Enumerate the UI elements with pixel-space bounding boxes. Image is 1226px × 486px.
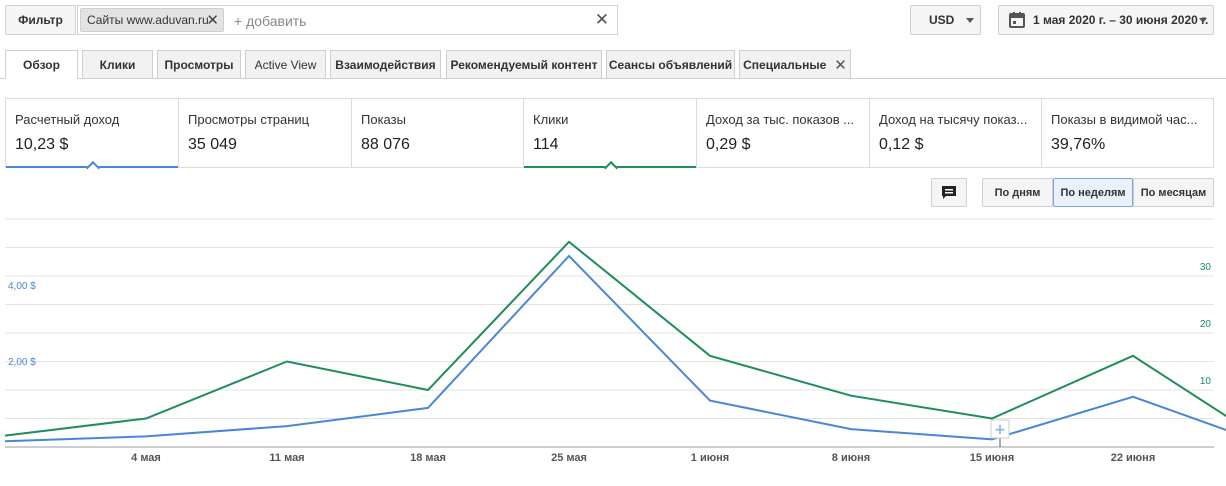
metric-label: Клики — [533, 112, 569, 127]
close-icon[interactable]: ✕ — [834, 56, 847, 74]
currency-value: USD — [929, 13, 955, 27]
tab-label: Рекомендуемый контент — [450, 57, 598, 72]
chart-series — [4, 240, 1226, 443]
metric-label: Показы в видимой час... — [1051, 112, 1198, 127]
tab-views[interactable]: Просмотры — [157, 50, 241, 78]
tab-label: Обзор — [23, 58, 60, 72]
metric-page-rpm[interactable]: Доход за тыс. показов ... 0,29 $ — [697, 99, 870, 167]
tab-custom[interactable]: Специальные ✕ — [739, 50, 851, 78]
selected-notch — [85, 160, 101, 176]
metric-active-view-viewable[interactable]: Показы в видимой час... 39,76% — [1042, 99, 1213, 167]
x-tick-label: 1 июня — [691, 452, 729, 464]
plus-icon: + — [994, 422, 1006, 438]
y-left-tick-label: 4,00 $ — [8, 281, 36, 292]
x-tick-label: 18 мая — [410, 452, 446, 464]
filter-chip[interactable]: Сайты www.aduvan.ru ✕ — [80, 8, 224, 32]
tab-label: Сеансы объявлений — [608, 57, 733, 72]
metric-value: 88 076 — [361, 136, 410, 153]
date-range-label: 1 мая 2020 г. – 30 июня 2020 г. — [1033, 13, 1209, 27]
annotations-button[interactable] — [931, 178, 967, 207]
x-tick-label: 15 июня — [970, 452, 1015, 464]
x-tick-label: 25 мая — [551, 452, 587, 464]
y-left-tick-label: 6,00 $ — [8, 215, 36, 216]
currency-select[interactable]: USD — [910, 5, 981, 35]
x-axis: 4 мая 11 мая 18 мая 25 мая 1 июня 8 июня 15 ию… — [131, 452, 1155, 464]
y-axis-right: 10 20 30 40 — [1200, 215, 1212, 387]
metric-page-views[interactable]: Просмотры страниц 35 049 — [179, 99, 352, 167]
series-line-2 — [4, 240, 1226, 437]
metric-value: 0,12 $ — [879, 136, 924, 153]
metric-value: 39,76% — [1051, 136, 1106, 153]
x-tick-label: 4 мая — [131, 452, 161, 464]
metric-value: 0,29 $ — [706, 136, 751, 153]
metric-value: 35 049 — [188, 136, 237, 153]
metrics-scorecard: Расчетный доход 10,23 $ Просмотры страни… — [5, 98, 1214, 176]
metric-value: 114 — [533, 136, 559, 153]
metric-label: Показы — [361, 112, 406, 127]
add-annotation-marker[interactable]: + — [990, 419, 1010, 447]
y-right-tick-label: 10 — [1200, 376, 1212, 387]
metric-estimated-revenue[interactable]: Расчетный доход 10,23 $ — [6, 99, 179, 176]
calendar-icon — [1009, 12, 1025, 28]
metric-impressions[interactable]: Показы 88 076 — [352, 99, 524, 167]
metric-clicks[interactable]: Клики 114 — [524, 99, 697, 176]
date-range-picker[interactable]: 1 мая 2020 г. – 30 июня 2020 г. — [998, 5, 1214, 35]
metric-impression-rpm[interactable]: Доход на тысячу показ... 0,12 $ — [870, 99, 1042, 167]
filter-input-box[interactable]: Сайты www.aduvan.ru ✕ + добавить ✕ — [77, 5, 618, 35]
tab-ad-sessions[interactable]: Сеансы объявлений — [606, 50, 735, 78]
metric-label: Просмотры страниц — [188, 112, 310, 127]
report-tabs: Обзор Клики Просмотры Active View Взаимо… — [0, 50, 1226, 79]
tab-active-view[interactable]: Active View — [245, 50, 326, 78]
x-tick-label: 22 июня — [1111, 452, 1156, 464]
tab-label: Клики — [99, 57, 136, 72]
metric-label: Доход на тысячу показ... — [879, 112, 1028, 127]
add-filter-input[interactable]: + добавить — [234, 13, 307, 29]
metric-label: Расчетный доход — [15, 112, 120, 127]
y-right-tick-label: 40 — [1200, 215, 1212, 216]
granularity-weeks-button[interactable]: По неделям — [1053, 178, 1133, 207]
tab-interactions[interactable]: Взаимодействия — [330, 50, 441, 78]
tab-label: Взаимодействия — [335, 57, 436, 72]
chart-grid — [5, 218, 1214, 448]
y-left-tick-label: 2,00 $ — [8, 357, 36, 368]
granularity-days-button[interactable]: По дням — [982, 178, 1053, 207]
filter-chip-label: Сайты www.aduvan.ru — [87, 13, 209, 27]
comment-icon — [942, 186, 956, 199]
chevron-down-icon — [1199, 18, 1207, 23]
filter-button[interactable]: Фильтр — [5, 5, 76, 35]
performance-chart: 2,00 $ 4,00 $ 6,00 $ 10 20 30 40 4 мая 11 мая 1… — [4, 215, 1226, 464]
metric-value: 10,23 $ — [15, 136, 69, 153]
y-right-tick-label: 30 — [1200, 262, 1212, 273]
tab-overview[interactable]: Обзор — [5, 50, 78, 79]
granularity-months-button[interactable]: По месяцам — [1133, 178, 1214, 207]
tab-label: Специальные — [743, 57, 827, 72]
y-right-tick-label: 20 — [1200, 319, 1212, 330]
x-tick-label: 11 мая — [269, 452, 304, 464]
x-tick-label: 8 июня — [832, 452, 870, 464]
tab-label: Active View — [254, 57, 317, 72]
tab-clicks[interactable]: Клики — [82, 50, 153, 78]
series-line-1 — [4, 254, 1226, 443]
clear-filter-icon[interactable]: ✕ — [594, 10, 609, 29]
tab-label: Просмотры — [164, 57, 234, 72]
y-axis-left: 2,00 $ 4,00 $ 6,00 $ — [8, 215, 36, 368]
metric-label: Доход за тыс. показов ... — [706, 112, 855, 127]
chevron-down-icon — [966, 18, 974, 23]
add-annotation-box[interactable] — [990, 419, 1010, 439]
close-icon[interactable]: ✕ — [206, 12, 219, 29]
selected-notch — [603, 160, 619, 176]
tab-recommended-content[interactable]: Рекомендуемый контент — [446, 50, 602, 78]
